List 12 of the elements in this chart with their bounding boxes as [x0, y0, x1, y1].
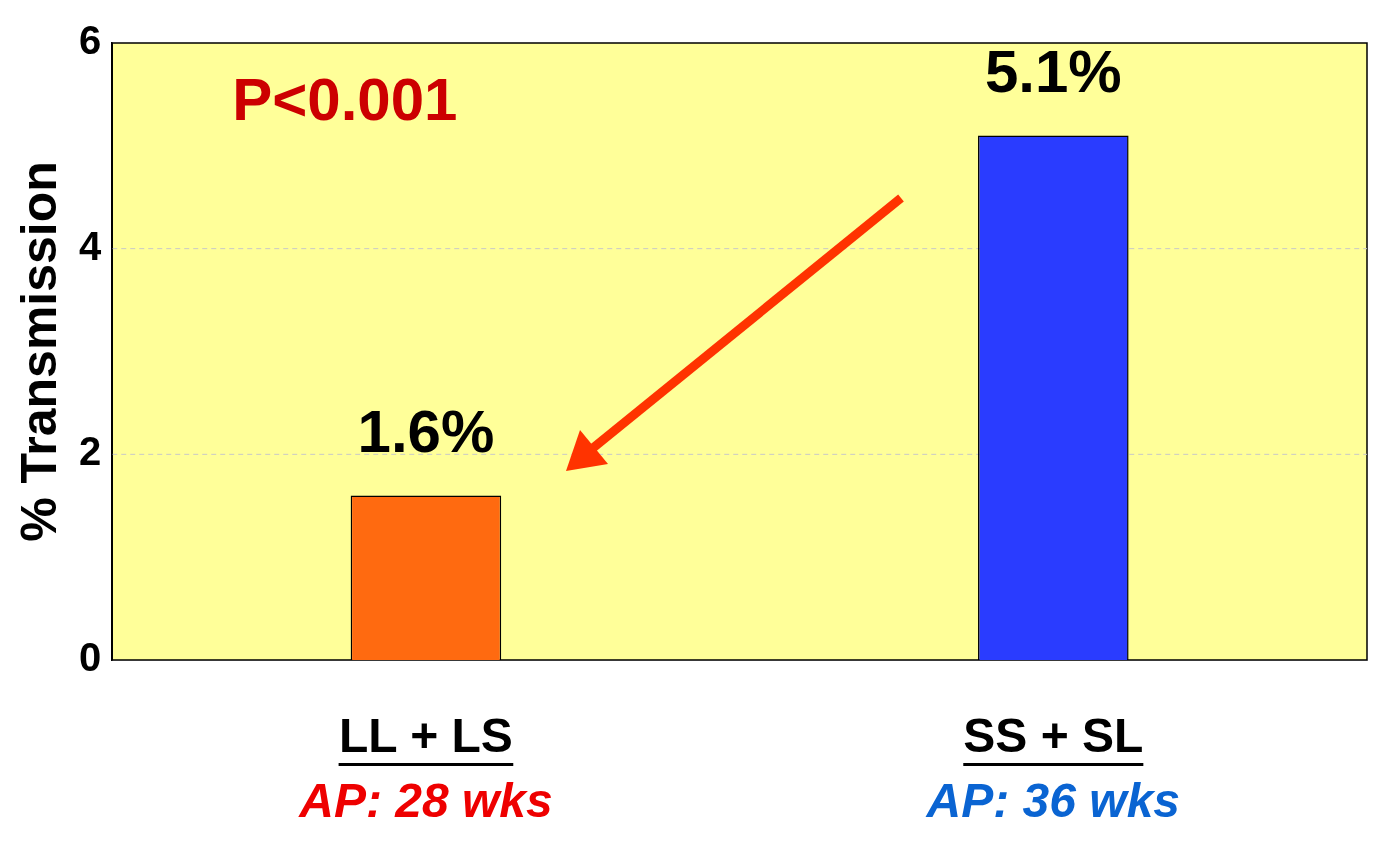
- x-tick-label: SS + SL: [963, 709, 1144, 763]
- text: AP: 36 wks: [925, 774, 1181, 828]
- y-tick-label: 4: [79, 223, 102, 268]
- text: AP: 28 wks: [298, 774, 553, 828]
- data-label: 5.1%: [984, 38, 1122, 106]
- annotation: P<0.001: [232, 65, 458, 133]
- y-tick-label: 0: [79, 635, 102, 680]
- y-tick-label: 6: [79, 18, 102, 63]
- data-label: 1.6%: [357, 398, 495, 466]
- x-tick-label: LL + LS: [339, 709, 513, 763]
- y-axis-title: % Transmission: [10, 161, 67, 542]
- y-tick-label: 2: [79, 429, 102, 474]
